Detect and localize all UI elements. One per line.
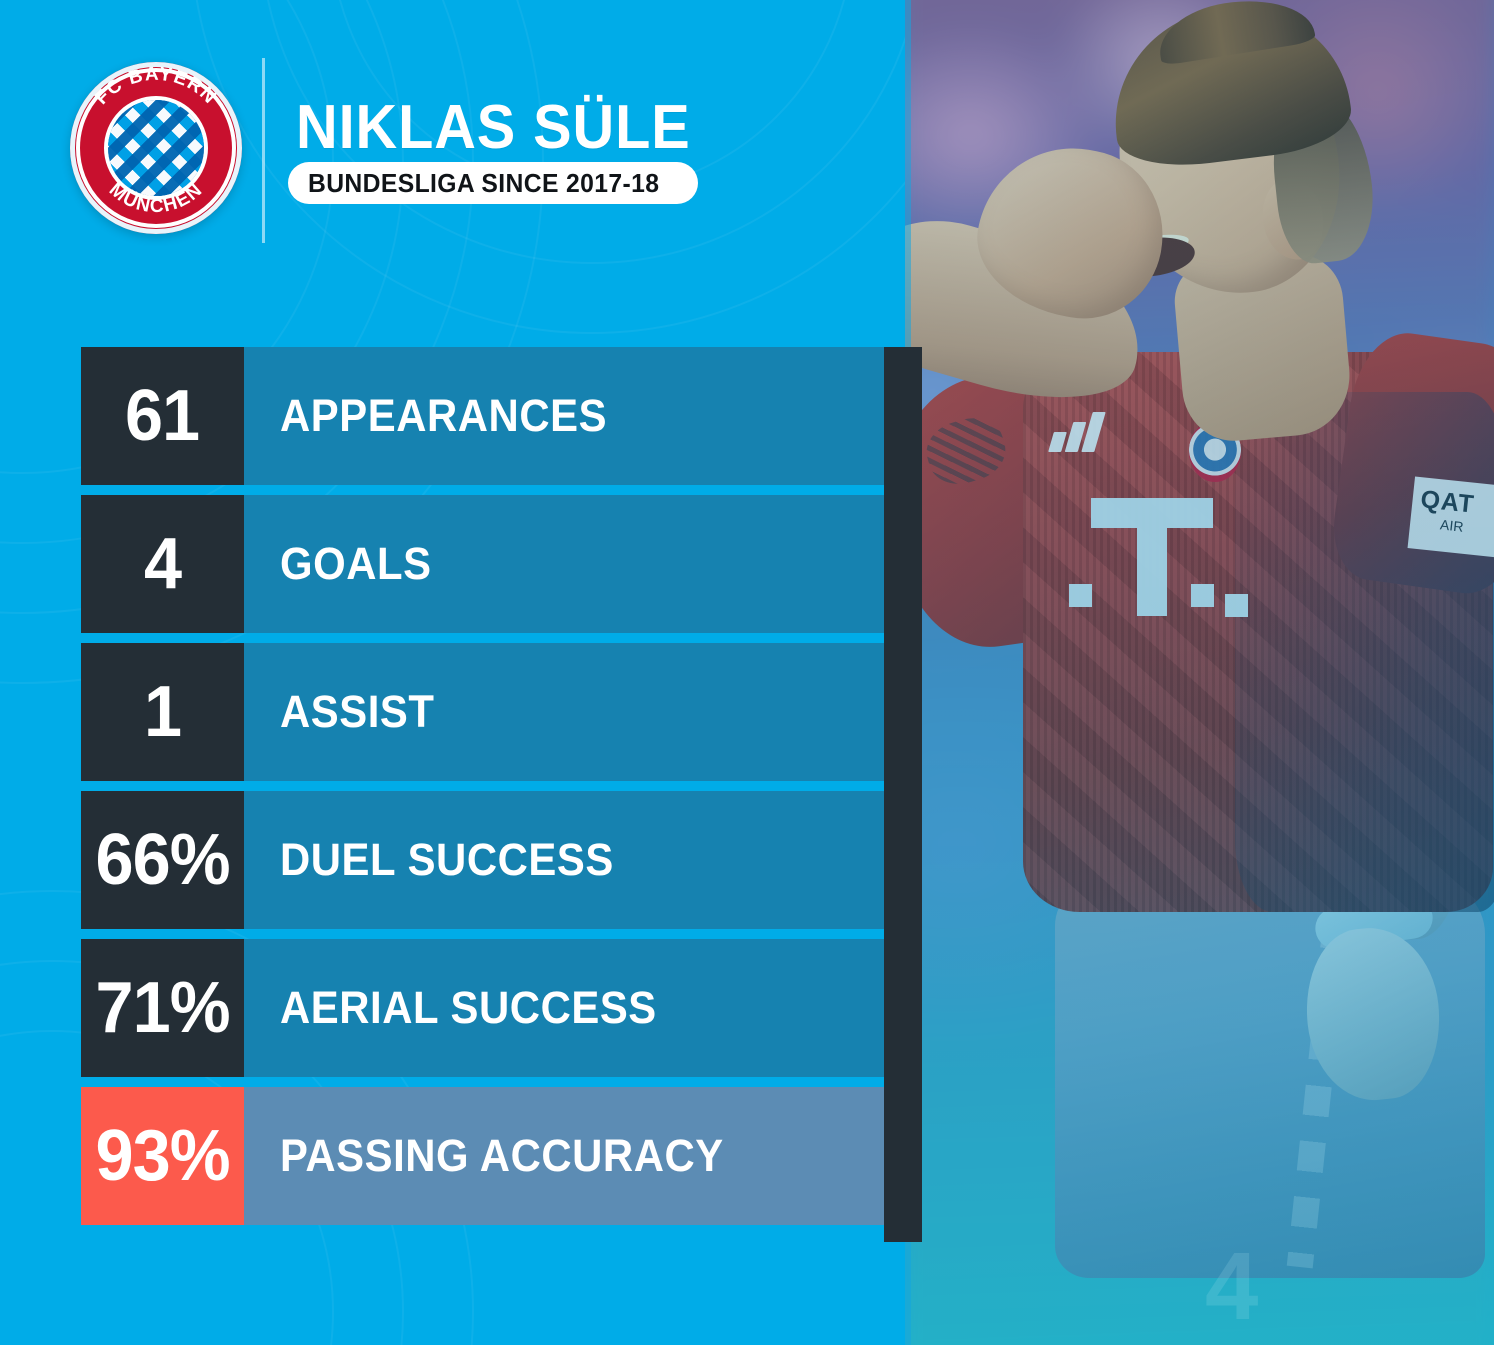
crest-top-text: FC BAYERN: [91, 64, 219, 109]
player-photo: QAT AIR 4: [905, 0, 1494, 1345]
header: FC BAYERN MÜNCHEN NIKLAS SÜLE BUNDESLIGA…: [0, 0, 905, 300]
page-title: NIKLAS SÜLE: [296, 93, 691, 162]
stat-row: 61 APPEARANCES: [81, 347, 884, 485]
stat-label-bar: GOALS: [244, 495, 884, 633]
subtitle-text: BUNDESLIGA SINCE 2017-18: [308, 167, 660, 198]
stats-right-spine: [884, 347, 922, 1242]
photo-blue-tint-overlay: [905, 0, 1494, 1345]
telekom-sponsor-logo-icon: [1069, 498, 1248, 618]
svg-text:MÜNCHEN: MÜNCHEN: [105, 179, 207, 217]
stat-label: PASSING ACCURACY: [280, 1130, 724, 1181]
stat-value: 66%: [95, 820, 230, 900]
stat-label: DUEL SUCCESS: [280, 834, 614, 885]
stat-value-box: 93%: [81, 1087, 244, 1225]
stat-value: 71%: [95, 968, 230, 1048]
stat-row: 71% AERIAL SUCCESS: [81, 939, 884, 1077]
crest-bottom-text: MÜNCHEN: [105, 179, 206, 217]
stat-value: 4: [143, 524, 182, 604]
stat-label: GOALS: [280, 538, 432, 589]
svg-text:FC BAYERN: FC BAYERN: [91, 64, 221, 109]
stat-row: 93% PASSING ACCURACY: [81, 1087, 884, 1225]
stat-value-box: 71%: [81, 939, 244, 1077]
stat-value: 93%: [95, 1116, 230, 1196]
stat-row: 4 GOALS: [81, 495, 884, 633]
subtitle-pill: BUNDESLIGA SINCE 2017-18: [288, 162, 698, 204]
stats-panel: 61 APPEARANCES 4 GOALS 1 ASSIST 66% DUEL SUCCES…: [81, 347, 922, 1242]
stat-row: 1 ASSIST: [81, 643, 884, 781]
stat-label-bar: ASSIST: [244, 643, 884, 781]
stat-label-bar: DUEL SUCCESS: [244, 791, 884, 929]
stat-value-box: 61: [81, 347, 244, 485]
shirt-number: 4: [1205, 1232, 1325, 1340]
stat-value-box: 4: [81, 495, 244, 633]
fc-bayern-crest-icon: FC BAYERN MÜNCHEN: [70, 62, 242, 234]
stat-label: ASSIST: [280, 686, 435, 737]
stats-rows: 61 APPEARANCES 4 GOALS 1 ASSIST 66% DUEL SUCCES…: [81, 347, 884, 1225]
stat-label-bar: AERIAL SUCCESS: [244, 939, 884, 1077]
jersey-shadow: [1235, 392, 1494, 912]
stat-label: APPEARANCES: [280, 390, 608, 441]
stat-value: 1: [143, 672, 182, 752]
stat-label: AERIAL SUCCESS: [280, 982, 657, 1033]
stat-value-box: 66%: [81, 791, 244, 929]
stat-row: 66% DUEL SUCCESS: [81, 791, 884, 929]
header-divider: [262, 58, 265, 243]
stat-value-box: 1: [81, 643, 244, 781]
stat-label-bar: APPEARANCES: [244, 347, 884, 485]
stat-value: 61: [125, 376, 200, 456]
stat-label-bar: PASSING ACCURACY: [244, 1087, 884, 1225]
